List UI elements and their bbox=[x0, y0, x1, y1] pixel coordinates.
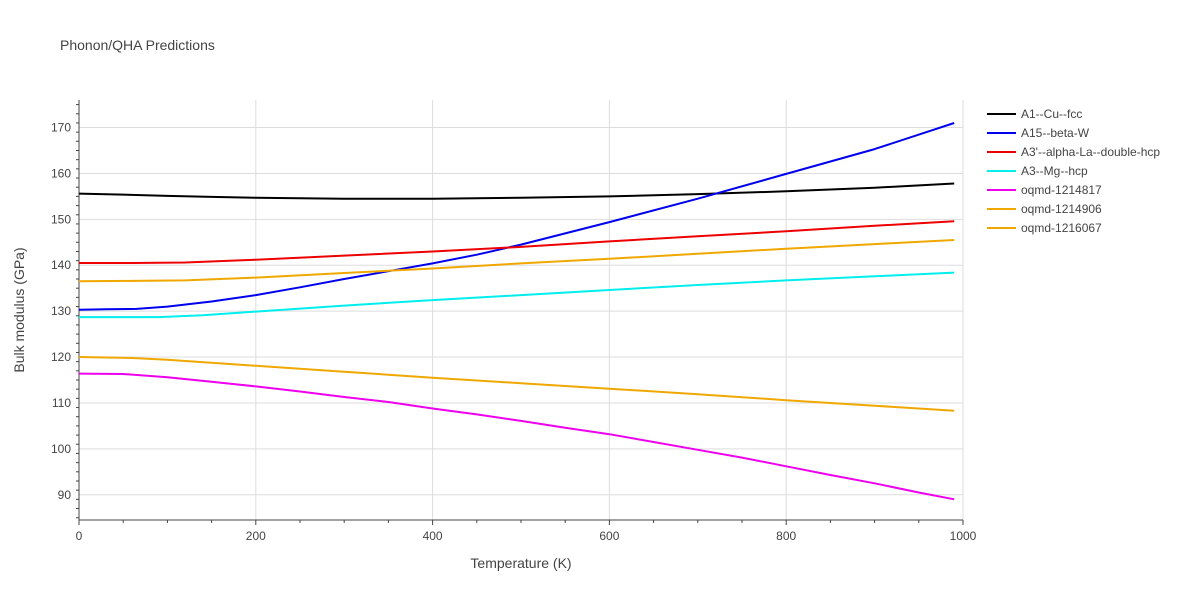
legend-item[interactable]: A3'--alpha-La--double-hcp bbox=[987, 145, 1160, 159]
y-tick-label: 110 bbox=[52, 396, 71, 410]
series-line-oqmd-1214817 bbox=[78, 372, 955, 501]
legend-label: oqmd-1214817 bbox=[1021, 183, 1102, 197]
series-line-A1--Cu--fcc bbox=[78, 182, 955, 200]
legend-item[interactable]: oqmd-1214906 bbox=[987, 202, 1102, 216]
legend-item[interactable]: oqmd-1216067 bbox=[987, 221, 1102, 235]
y-tick-label: 130 bbox=[51, 304, 71, 318]
y-tick-label: 120 bbox=[51, 350, 71, 364]
legend-label: oqmd-1214906 bbox=[1021, 202, 1102, 216]
series-line-A3'--alpha-La--double-hcp bbox=[79, 220, 955, 264]
legend-label: A1--Cu--fcc bbox=[1021, 107, 1082, 121]
y-tick-label: 100 bbox=[51, 442, 71, 456]
series-line-A3--Mg--hcp bbox=[79, 271, 955, 319]
axes: 0 200 400 600 800 1000 90 100 110 120 130 140 150 160… bbox=[51, 100, 977, 543]
legend-label: A3'--alpha-La--double-hcp bbox=[1021, 145, 1160, 159]
x-tick-label: 800 bbox=[776, 529, 796, 543]
legend-item[interactable]: A15--beta-W bbox=[987, 126, 1090, 140]
legend-item[interactable]: oqmd-1214817 bbox=[987, 183, 1102, 197]
series-line-oqmd-1216067 bbox=[78, 239, 955, 283]
legend-label: A3--Mg--hcp bbox=[1021, 164, 1088, 178]
legend-item[interactable]: A1--Cu--fcc bbox=[987, 107, 1082, 121]
y-tick-label: 140 bbox=[51, 258, 71, 272]
series-lines bbox=[78, 122, 955, 501]
y-tick-label: 90 bbox=[58, 488, 72, 502]
y-tick-label: 170 bbox=[51, 121, 71, 135]
y-tick-label: 150 bbox=[51, 212, 71, 226]
legend-label: oqmd-1216067 bbox=[1021, 221, 1102, 235]
x-tick-label: 1000 bbox=[950, 529, 977, 543]
series-line-A15--beta-W bbox=[78, 122, 955, 311]
legend-item[interactable]: A3--Mg--hcp bbox=[987, 164, 1088, 178]
x-axis-title: Temperature (K) bbox=[470, 555, 571, 571]
grid bbox=[78, 100, 964, 520]
y-axis-title: Bulk modulus (GPa) bbox=[11, 247, 27, 372]
y-tick-label: 160 bbox=[51, 166, 71, 180]
x-tick-label: 200 bbox=[246, 529, 266, 543]
x-tick-label: 0 bbox=[76, 529, 83, 543]
legend[interactable]: A1--Cu--fcc A15--beta-W A3'--alpha-La--dou… bbox=[987, 107, 1160, 235]
legend-label: A15--beta-W bbox=[1021, 126, 1090, 140]
x-tick-label: 600 bbox=[599, 529, 619, 543]
chart-title: Phonon/QHA Predictions bbox=[60, 37, 215, 53]
series-line-oqmd-1214906 bbox=[78, 356, 955, 412]
x-tick-label: 400 bbox=[423, 529, 443, 543]
